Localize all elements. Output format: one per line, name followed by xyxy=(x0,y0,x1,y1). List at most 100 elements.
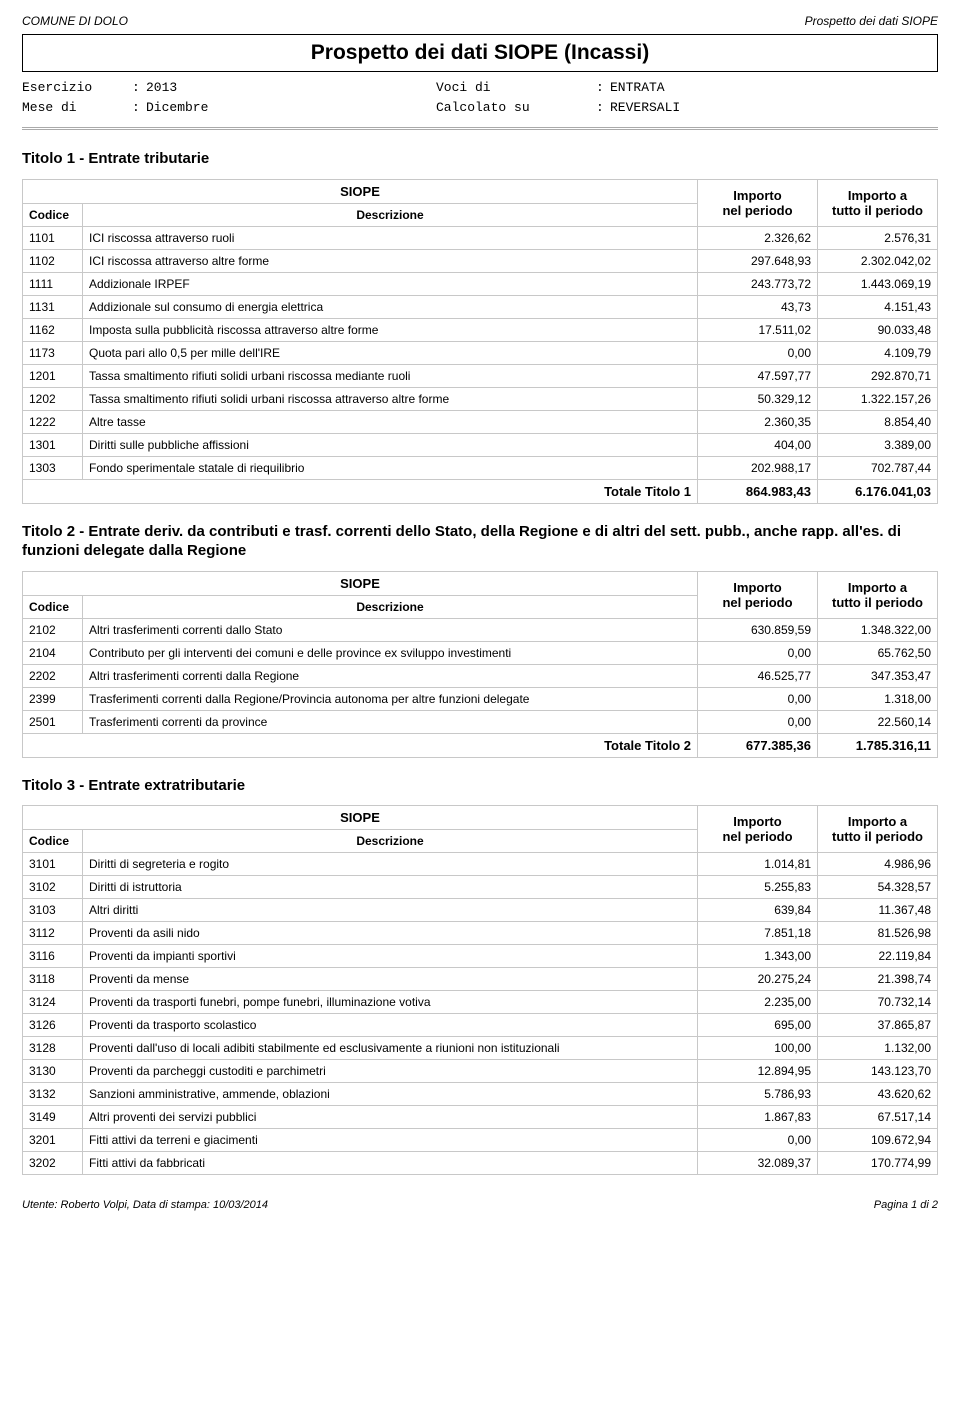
cell-periodo: 202.988,17 xyxy=(698,456,818,479)
page-title: Prospetto dei dati SIOPE (Incassi) xyxy=(22,34,938,72)
cell-tutto: 1.443.069,19 xyxy=(818,272,938,295)
cell-code: 3132 xyxy=(23,1083,83,1106)
cell-tutto: 4.109,79 xyxy=(818,341,938,364)
cell-periodo: 0,00 xyxy=(698,341,818,364)
meta-colon: : xyxy=(132,78,146,98)
cell-code: 1222 xyxy=(23,410,83,433)
cell-periodo: 2.235,00 xyxy=(698,991,818,1014)
cell-code: 3149 xyxy=(23,1106,83,1129)
cell-desc: Fitti attivi da terreni e giacimenti xyxy=(83,1129,698,1152)
cell-desc: Fondo sperimentale statale di riequilibr… xyxy=(83,456,698,479)
cell-code: 3102 xyxy=(23,876,83,899)
cell-code: 3112 xyxy=(23,922,83,945)
cell-desc: Altri trasferimenti correnti dalla Regio… xyxy=(83,664,698,687)
cell-desc: Proventi dall'uso di locali adibiti stab… xyxy=(83,1037,698,1060)
total-periodo: 677.385,36 xyxy=(698,733,818,757)
cell-tutto: 1.348.322,00 xyxy=(818,618,938,641)
cell-periodo: 17.511,02 xyxy=(698,318,818,341)
section-title: Titolo 3 - Entrate extratributarie xyxy=(22,776,938,796)
meta-voci-label: Voci di xyxy=(436,78,596,98)
cell-periodo: 32.089,37 xyxy=(698,1152,818,1175)
total-tutto: 6.176.041,03 xyxy=(818,479,938,503)
cell-desc: Addizionale IRPEF xyxy=(83,272,698,295)
table-row: 3102Diritti di istruttoria5.255,8354.328… xyxy=(23,876,938,899)
table-row: 1201Tassa smaltimento rifiuti solidi urb… xyxy=(23,364,938,387)
table-row: 3103Altri diritti639,8411.367,48 xyxy=(23,899,938,922)
table-row: 3112Proventi da asili nido7.851,1881.526… xyxy=(23,922,938,945)
cell-tutto: 4.986,96 xyxy=(818,853,938,876)
cell-tutto: 143.123,70 xyxy=(818,1060,938,1083)
cell-desc: Altri trasferimenti correnti dallo Stato xyxy=(83,618,698,641)
cell-code: 1111 xyxy=(23,272,83,295)
cell-code: 3202 xyxy=(23,1152,83,1175)
table-row: 2501Trasferimenti correnti da province0,… xyxy=(23,710,938,733)
cell-periodo: 1.343,00 xyxy=(698,945,818,968)
meta-voci-val: ENTRATA xyxy=(610,78,938,98)
cell-tutto: 21.398,74 xyxy=(818,968,938,991)
cell-tutto: 702.787,44 xyxy=(818,456,938,479)
col-importo-periodo: Importo nel periodo xyxy=(698,571,818,618)
cell-tutto: 90.033,48 xyxy=(818,318,938,341)
table-row: 1162Imposta sulla pubblicità riscossa at… xyxy=(23,318,938,341)
cell-desc: Imposta sulla pubblicità riscossa attrav… xyxy=(83,318,698,341)
cell-desc: Proventi da parcheggi custoditi e parchi… xyxy=(83,1060,698,1083)
total-label: Totale Titolo 1 xyxy=(23,479,698,503)
table-row: 3118Proventi da mense20.275,2421.398,74 xyxy=(23,968,938,991)
total-tutto: 1.785.316,11 xyxy=(818,733,938,757)
cell-tutto: 11.367,48 xyxy=(818,899,938,922)
table-row: 2399Trasferimenti correnti dalla Regione… xyxy=(23,687,938,710)
cell-periodo: 695,00 xyxy=(698,1014,818,1037)
cell-code: 1303 xyxy=(23,456,83,479)
header-left: COMUNE DI DOLO xyxy=(22,14,128,28)
data-table: SIOPEImporto nel periodoImporto a tutto … xyxy=(22,805,938,1175)
col-descrizione: Descrizione xyxy=(83,830,698,853)
meta-colon: : xyxy=(596,98,610,118)
table-row: 1173Quota pari allo 0,5 per mille dell'I… xyxy=(23,341,938,364)
cell-desc: Proventi da asili nido xyxy=(83,922,698,945)
table-row: 2104Contributo per gli interventi dei co… xyxy=(23,641,938,664)
cell-tutto: 292.870,71 xyxy=(818,364,938,387)
cell-code: 3101 xyxy=(23,853,83,876)
cell-desc: Proventi da trasporti funebri, pompe fun… xyxy=(83,991,698,1014)
table-row: 3126Proventi da trasporto scolastico695,… xyxy=(23,1014,938,1037)
meta-colon: : xyxy=(132,98,146,118)
cell-periodo: 7.851,18 xyxy=(698,922,818,945)
cell-periodo: 1.014,81 xyxy=(698,853,818,876)
cell-desc: Tassa smaltimento rifiuti solidi urbani … xyxy=(83,387,698,410)
meta-calc-val: REVERSALI xyxy=(610,98,938,118)
table-row: 3116Proventi da impianti sportivi1.343,0… xyxy=(23,945,938,968)
cell-code: 2102 xyxy=(23,618,83,641)
col-group-siope: SIOPE xyxy=(23,571,698,595)
cell-tutto: 43.620,62 xyxy=(818,1083,938,1106)
cell-desc: Proventi da mense xyxy=(83,968,698,991)
col-descrizione: Descrizione xyxy=(83,203,698,226)
cell-desc: Proventi da trasporto scolastico xyxy=(83,1014,698,1037)
divider xyxy=(22,127,938,131)
col-descrizione: Descrizione xyxy=(83,595,698,618)
table-row: 2102Altri trasferimenti correnti dallo S… xyxy=(23,618,938,641)
data-table: SIOPEImporto nel periodoImporto a tutto … xyxy=(22,571,938,758)
cell-tutto: 8.854,40 xyxy=(818,410,938,433)
cell-periodo: 404,00 xyxy=(698,433,818,456)
cell-periodo: 5.786,93 xyxy=(698,1083,818,1106)
meta-mese-label: Mese di xyxy=(22,98,132,118)
cell-code: 1301 xyxy=(23,433,83,456)
table-row: 3101Diritti di segreteria e rogito1.014,… xyxy=(23,853,938,876)
meta-mese-val: Dicembre xyxy=(146,98,436,118)
table-row: 1131Addizionale sul consumo di energia e… xyxy=(23,295,938,318)
table-row: 1303Fondo sperimentale statale di riequi… xyxy=(23,456,938,479)
table-row: 3128Proventi dall'uso di locali adibiti … xyxy=(23,1037,938,1060)
cell-tutto: 109.672,94 xyxy=(818,1129,938,1152)
cell-code: 3116 xyxy=(23,945,83,968)
col-codice: Codice xyxy=(23,203,83,226)
cell-code: 3103 xyxy=(23,899,83,922)
cell-periodo: 639,84 xyxy=(698,899,818,922)
cell-periodo: 2.360,35 xyxy=(698,410,818,433)
table-row: 1111Addizionale IRPEF243.773,721.443.069… xyxy=(23,272,938,295)
total-row: Totale Titolo 1864.983,436.176.041,03 xyxy=(23,479,938,503)
cell-tutto: 22.119,84 xyxy=(818,945,938,968)
cell-periodo: 297.648,93 xyxy=(698,249,818,272)
col-importo-tutto: Importo a tutto il periodo xyxy=(818,571,938,618)
cell-code: 2501 xyxy=(23,710,83,733)
cell-tutto: 70.732,14 xyxy=(818,991,938,1014)
